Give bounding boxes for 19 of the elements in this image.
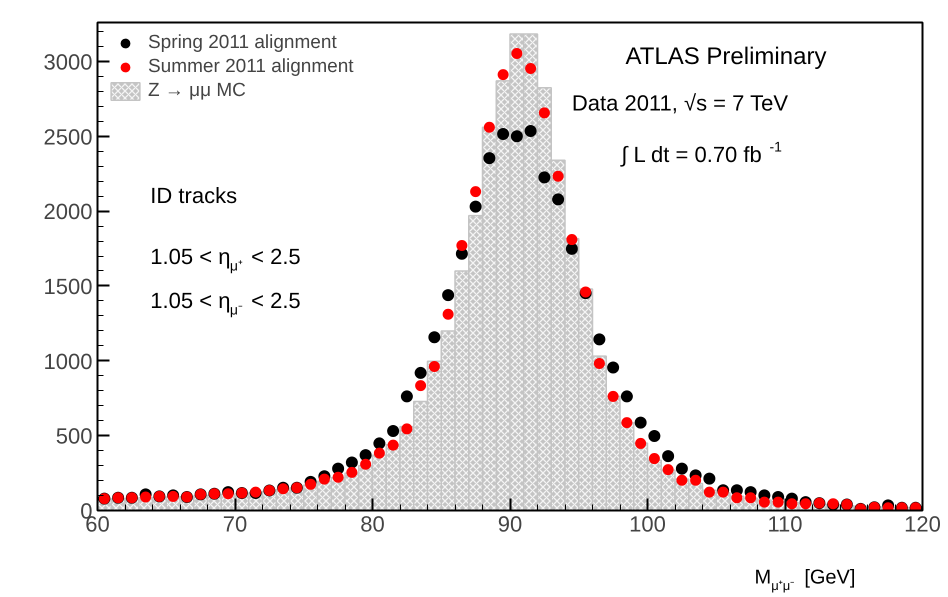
y-tick-label: 2500 — [44, 124, 93, 150]
y-tick-label: 1000 — [44, 348, 93, 374]
y-tick-label: 1500 — [44, 274, 93, 299]
x-tick-label: 100 — [629, 512, 666, 536]
x-tick-label: 120 — [904, 512, 941, 536]
y-tick-label: 2000 — [44, 199, 93, 224]
y-tick-label: 3000 — [44, 49, 93, 74]
annotation: ID tracks — [150, 183, 238, 208]
x-tick-label: 80 — [360, 512, 385, 536]
x-tick-label: 110 — [767, 512, 803, 536]
legend-label: Spring 2011 alignment — [148, 32, 337, 54]
annotation: ∫ L dt = 0.70 fb-1 — [619, 138, 782, 167]
legend-label: Summer 2011 alignment — [148, 56, 354, 78]
x-tick-label: 70 — [222, 512, 248, 536]
y-tick-label: 500 — [56, 424, 93, 449]
annotation: ATLAS Preliminary — [626, 43, 826, 70]
annotation: Data 2011, √s = 7 TeV — [572, 90, 788, 116]
x-tick-label: 90 — [498, 512, 522, 536]
legend-label: Z → μμ MC — [148, 80, 246, 102]
